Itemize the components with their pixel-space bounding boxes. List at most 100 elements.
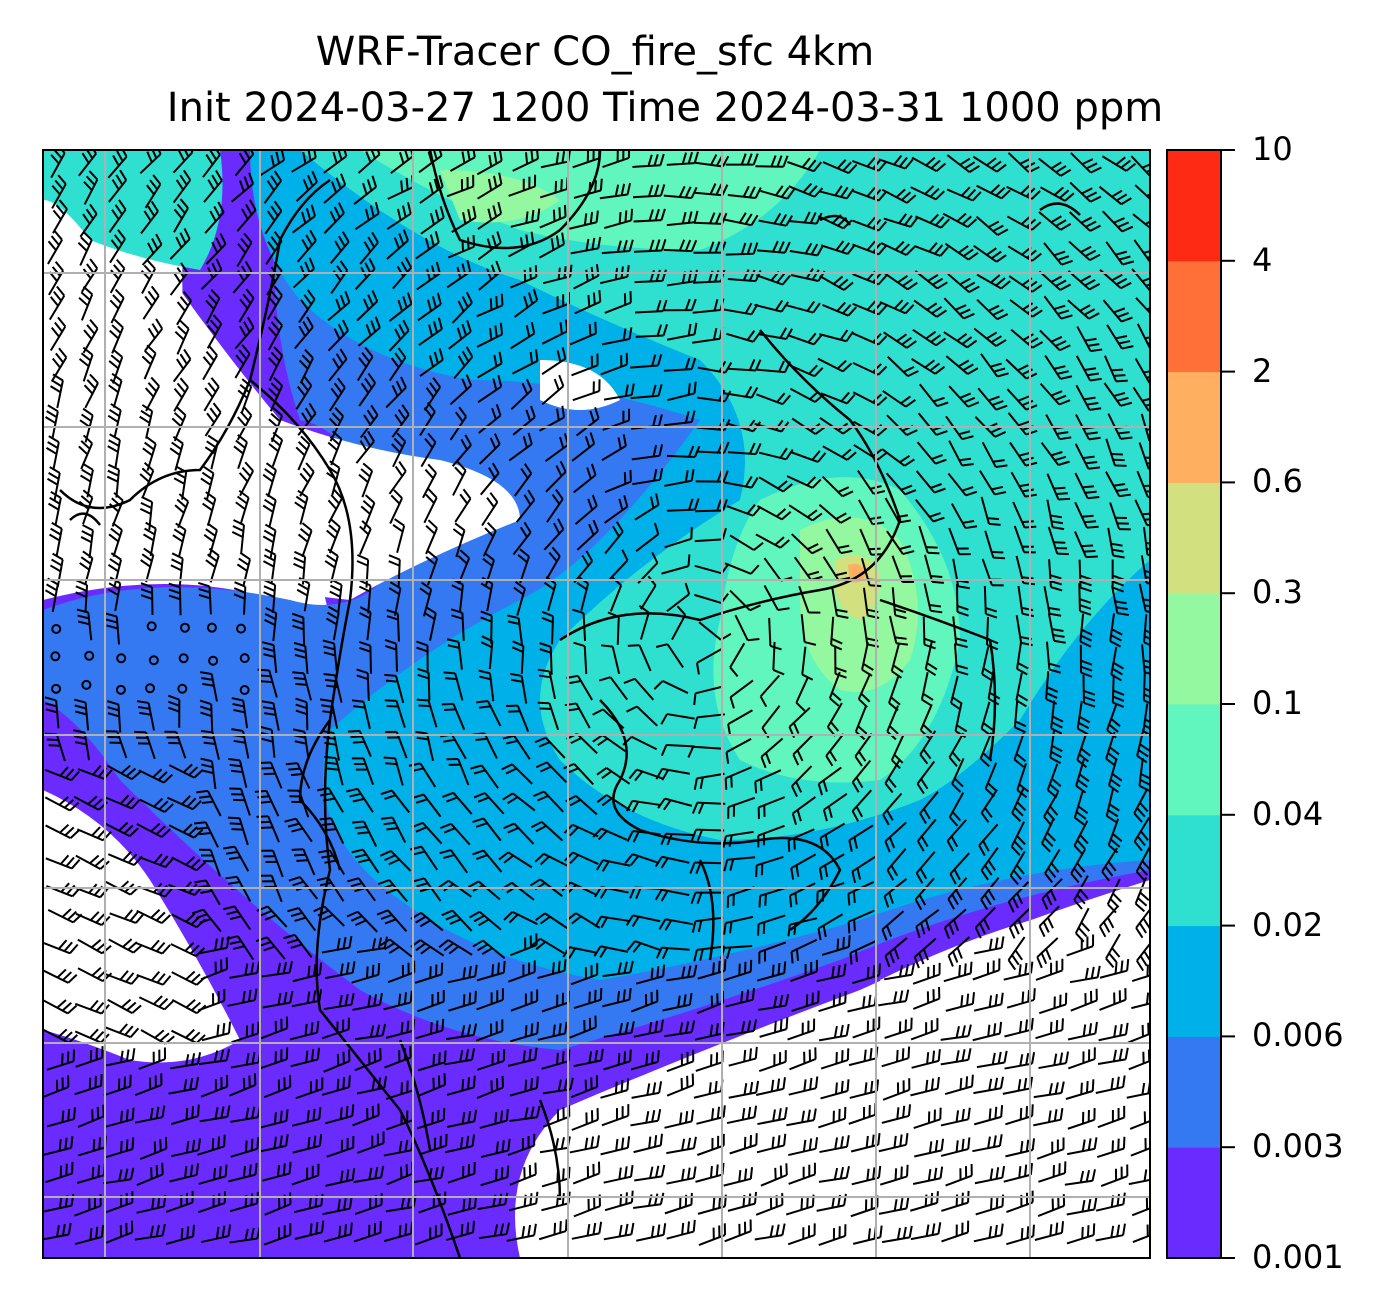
wind-barb <box>757 796 786 820</box>
map-title: WRF-Tracer CO_fire_sfc 4km <box>315 29 875 75</box>
wind-barb <box>819 822 846 850</box>
wind-barb <box>758 1050 787 1073</box>
wind-barb <box>725 242 759 256</box>
wind-barb <box>1099 958 1130 979</box>
wind-barb <box>173 198 189 233</box>
wind-barb <box>419 401 436 437</box>
wind-barb <box>170 552 184 587</box>
wind-barb <box>883 331 917 349</box>
wind-barb <box>105 794 141 810</box>
wind-barb <box>141 344 157 380</box>
wind-barb <box>1067 1047 1096 1070</box>
wind-barb <box>593 945 629 958</box>
wind-barb <box>107 998 142 1015</box>
wind-barb <box>886 530 915 556</box>
wind-barb <box>1074 472 1100 500</box>
wind-barb <box>319 698 339 729</box>
wind-barb <box>1109 613 1123 648</box>
wind-barb <box>1066 1197 1098 1216</box>
wind-barb <box>354 1047 382 1072</box>
wind-barb <box>878 989 910 1007</box>
wind-barb <box>985 616 999 651</box>
wind-barb <box>818 503 852 524</box>
wind-barb <box>77 231 93 266</box>
wind-barb <box>1044 848 1061 884</box>
wind-barb <box>758 476 793 493</box>
wind-barb <box>386 229 409 260</box>
wind-barb <box>388 554 401 588</box>
wind-barb <box>788 1137 819 1157</box>
wind-barb <box>723 856 756 872</box>
wind-barb <box>412 793 442 818</box>
wind-barb <box>513 463 533 497</box>
wind-barb <box>888 615 909 646</box>
wind-barb <box>603 208 634 229</box>
wind-barb <box>353 175 378 205</box>
wind-barb <box>266 285 283 320</box>
wind-barb <box>542 1104 571 1128</box>
wind-barb <box>915 909 940 939</box>
wind-barb <box>878 154 914 170</box>
wind-barb <box>385 376 407 409</box>
wind-barb <box>1131 992 1150 1010</box>
wind-barb <box>49 552 64 588</box>
wind-barb <box>512 521 532 556</box>
wind-barb <box>1043 586 1062 617</box>
wind-barb <box>46 1107 76 1128</box>
wind-barb <box>295 1077 324 1100</box>
wind-barb <box>915 213 950 229</box>
wind-barb <box>573 178 603 199</box>
wind-barb <box>47 908 83 924</box>
wind-barb <box>630 384 663 400</box>
wind-barb <box>729 534 764 551</box>
wind-barb <box>287 789 310 818</box>
wind-barb <box>419 175 444 204</box>
wind-barb <box>323 993 355 1011</box>
wind-barb <box>572 608 587 642</box>
wind-barb <box>357 150 381 174</box>
wind-barb <box>1101 847 1118 882</box>
wind-barb <box>49 316 67 351</box>
wind-barb <box>473 792 505 815</box>
wind-barb <box>891 555 915 583</box>
wind-barb <box>633 1019 664 1038</box>
wind-barb <box>635 522 660 552</box>
wind-barb <box>754 1223 786 1241</box>
wind-barb <box>230 172 255 203</box>
colorbar-segment <box>1167 814 1221 927</box>
wind-barb <box>817 913 844 941</box>
wind-barb <box>1070 988 1098 1012</box>
wind-barb <box>388 319 410 352</box>
wind-barb <box>822 792 848 822</box>
wind-barb <box>537 668 557 700</box>
wind-barb <box>1038 270 1072 291</box>
wind-barb <box>170 1104 200 1126</box>
wind-barb <box>1074 531 1098 559</box>
wind-barb <box>543 518 565 551</box>
wind-barb <box>418 317 443 346</box>
wind-barb <box>323 173 347 204</box>
wind-barb <box>296 229 317 263</box>
wind-barb <box>358 372 376 407</box>
wind-barb <box>772 641 785 676</box>
wind-barb <box>791 765 813 798</box>
wind-barb <box>723 1167 754 1187</box>
wind-barb <box>570 962 599 986</box>
wind-barb <box>632 153 665 168</box>
wind-barb <box>728 1080 760 1099</box>
wind-barb <box>263 1075 292 1099</box>
wind-barb <box>262 990 294 1009</box>
wind-barb <box>1102 299 1133 323</box>
wind-barb <box>168 582 182 616</box>
wind-barb <box>538 1219 568 1241</box>
colorbar-segment <box>1167 593 1221 705</box>
wind-barb <box>171 1028 206 1044</box>
wind-barb <box>424 606 437 641</box>
wind-barb <box>696 648 722 675</box>
wind-barb <box>392 518 406 554</box>
wind-barb <box>510 208 541 228</box>
wind-barb <box>541 1166 571 1188</box>
wind-barb <box>607 611 620 645</box>
wind-barb <box>849 940 877 965</box>
wind-barb <box>197 1134 226 1156</box>
